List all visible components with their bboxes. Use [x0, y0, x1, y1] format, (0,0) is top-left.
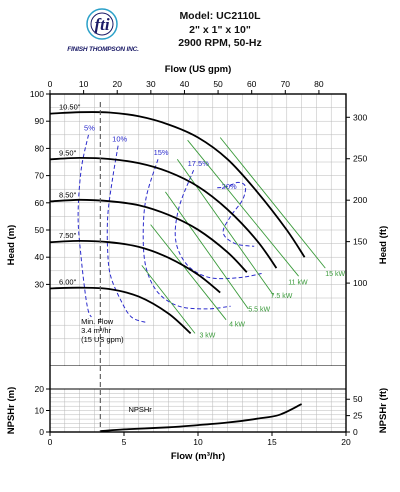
axes: 0 5 10 15 200 10 20 30 40 50 60 70 80304050607080901…: [30, 79, 368, 447]
company-name: FINISH THOMPSON INC.: [67, 46, 139, 53]
min-flow-label: 3.4 m³/hr: [81, 326, 112, 335]
power-label: 5.5 kW: [248, 307, 270, 314]
x-tick-label: 10: [193, 437, 203, 447]
y-tick-label: 60: [35, 198, 45, 208]
impeller-curve: [49, 156, 278, 269]
x-axis-title: Flow (m³/hr): [171, 451, 225, 462]
impeller-label: 6.00": [59, 277, 77, 286]
y-right-tick-label: 250: [353, 154, 367, 164]
efficiency-curve: [106, 145, 147, 323]
model-title: Model: UC2110L: [179, 10, 261, 22]
y-tick-label: 40: [35, 252, 45, 262]
npsh-curve-group: NPSHr: [50, 366, 346, 432]
y-tick-label: 30: [35, 279, 45, 289]
x-tick-label: 5: [122, 437, 127, 447]
x-top-tick-label: 70: [281, 79, 291, 89]
x-tick-label: 15: [267, 437, 277, 447]
power-line: [141, 265, 196, 334]
power-line: [165, 191, 249, 310]
efficiency-curve: [217, 181, 255, 247]
y-right-tick-label: 100: [353, 278, 367, 288]
x-top-tick-label: 0: [48, 79, 53, 89]
y-tick-label: 50: [35, 225, 45, 235]
efficiency-curve: [77, 134, 92, 318]
y-right-axis-title-npsh: NPSHr (ft): [378, 388, 389, 433]
impeller-size: 2" x 1" x 10": [189, 23, 251, 36]
efficiency-curves: 5% 10% 15% 17.5% 20%: [77, 124, 262, 323]
power-line: [219, 137, 326, 269]
x-top-tick-label: 30: [146, 79, 156, 89]
y-axis-title-head: Head (m): [6, 225, 17, 266]
impeller-label: 9.50": [59, 148, 77, 157]
y-tick-label: 90: [35, 116, 45, 126]
power-line: [187, 139, 299, 277]
npsh-right-tick-label: 25: [353, 411, 363, 421]
x-top-tick-label: 50: [213, 79, 223, 89]
power-curves: 3 kW 4 kW 5.5 kW7.5 kW 11 kW 15 kW: [141, 137, 346, 339]
speed-rating: 2900 RPM, 50-Hz: [178, 37, 262, 49]
power-line: [176, 159, 274, 296]
y-right-tick-label: 150: [353, 237, 367, 247]
npsh-curve: [100, 403, 302, 432]
npsh-gap: [50, 366, 346, 389]
power-label: 3 kW: [199, 332, 215, 339]
npsh-right-tick-label: 0: [353, 427, 358, 437]
impeller-curve: [49, 286, 192, 335]
x-top-tick-label: 60: [247, 79, 257, 89]
y-tick-label: 80: [35, 143, 45, 153]
y-tick-label: 100: [30, 89, 44, 99]
y-tick-label: 70: [35, 171, 45, 181]
npsh-tick-label: 20: [35, 384, 45, 394]
impeller-curve: [49, 198, 248, 273]
npsh-tick-label: 0: [39, 427, 44, 437]
x-top-tick-label: 80: [314, 79, 324, 89]
logo-letters: fti: [94, 15, 109, 34]
efficiency-label: 5%: [84, 124, 95, 133]
fti-logo-mark: fti: [86, 8, 118, 40]
min-flow-label: Min. Flow: [81, 317, 114, 326]
npsh-tick-label: 10: [35, 406, 45, 416]
power-label: 15 kW: [325, 271, 345, 278]
impeller-curves: 10.50" 9.50" 8.50" 7.50" 6.00": [49, 103, 306, 335]
power-label: 7.5 kW: [271, 293, 293, 300]
impeller-label: 10.50": [59, 103, 81, 112]
axis-titles: Flow (m³/hr) Flow (US gpm) Head (m) Head…: [6, 64, 389, 462]
efficiency-curve: [174, 170, 262, 280]
min-flow-label: (15 US gpm): [81, 335, 124, 344]
impeller-curve: [49, 111, 306, 258]
npsh-right-tick-label: 50: [353, 394, 363, 404]
efficiency-label: 10%: [112, 135, 127, 144]
x-tick-label: 0: [48, 437, 53, 447]
pump-model-info: Model: UC2110L 2" x 1" x 10" 2900 RPM, 5…: [160, 10, 280, 51]
company-logo: fti FINISH THOMPSON INC.: [58, 6, 148, 60]
power-label: 4 kW: [229, 322, 245, 329]
npsh-curve-label: NPSHr: [128, 405, 152, 414]
x-top-tick-label: 40: [180, 79, 190, 89]
power-line: [150, 224, 227, 321]
y-axis-title-npsh: NPSHr (m): [6, 387, 17, 435]
efficiency-label: 20%: [222, 182, 237, 191]
x-top-tick-label: 10: [79, 79, 89, 89]
x-top-axis-title: Flow (US gpm): [165, 64, 232, 75]
x-top-tick-label: 20: [112, 79, 122, 89]
impeller-label: 7.50": [59, 231, 77, 240]
x-tick-label: 20: [341, 437, 351, 447]
impeller-label: 8.50": [59, 190, 77, 199]
grid: [50, 94, 346, 432]
efficiency-label: 15%: [154, 148, 169, 157]
efficiency-curve: [142, 159, 231, 310]
y-right-tick-label: 300: [353, 112, 367, 122]
y-right-axis-title-head: Head (ft): [378, 226, 389, 265]
power-label: 11 kW: [288, 279, 308, 286]
y-right-tick-label: 200: [353, 195, 367, 205]
efficiency-label: 17.5%: [188, 159, 210, 168]
impeller-curve: [49, 239, 221, 294]
